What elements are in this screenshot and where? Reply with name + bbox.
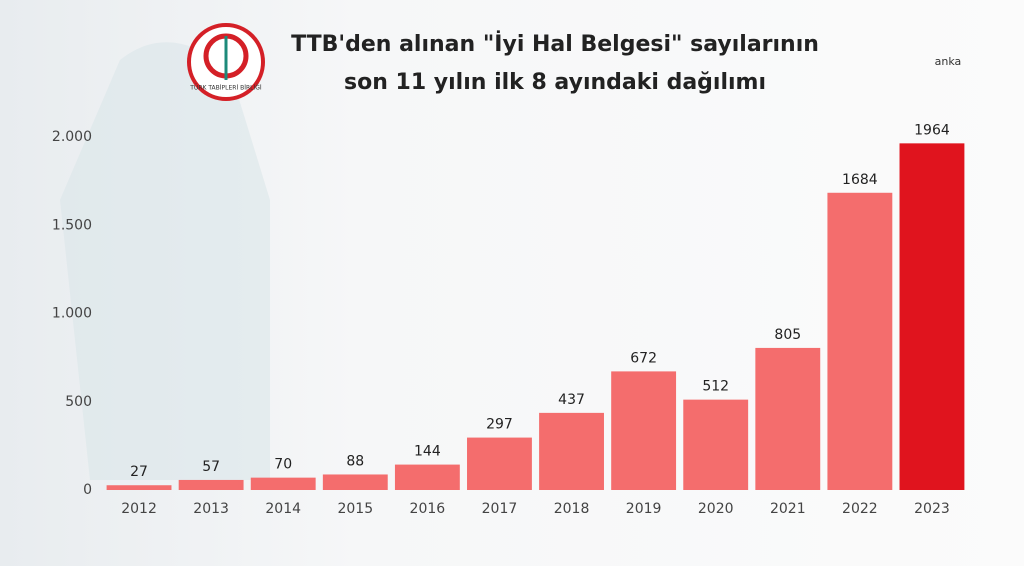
logo-text: TÜRK TABİPLERİ BİRLİĞİ bbox=[189, 85, 262, 92]
y-tick-label: 2.000 bbox=[52, 129, 92, 145]
value-label: 1684 bbox=[842, 172, 878, 188]
chart-title: TTB'den alınan "İyi Hal Belgesi" sayılar… bbox=[291, 31, 819, 57]
bar bbox=[178, 479, 244, 490]
x-tick-label: 2013 bbox=[193, 501, 229, 517]
value-label: 1964 bbox=[914, 122, 950, 138]
value-label: 297 bbox=[486, 417, 513, 433]
value-label: 88 bbox=[346, 453, 364, 469]
y-tick-label: 0 bbox=[83, 482, 92, 498]
value-label: 144 bbox=[414, 444, 441, 460]
value-label: 27 bbox=[130, 464, 148, 480]
bar bbox=[899, 143, 965, 490]
x-tick-label: 2018 bbox=[554, 501, 590, 517]
x-tick-label: 2020 bbox=[698, 501, 734, 517]
x-tick-label: 2019 bbox=[626, 501, 662, 517]
y-tick-label: 1.000 bbox=[52, 306, 92, 322]
value-label: 57 bbox=[202, 459, 220, 475]
bar bbox=[611, 371, 677, 490]
value-label: 512 bbox=[702, 379, 729, 395]
bar bbox=[683, 399, 749, 490]
value-label: 70 bbox=[274, 457, 292, 473]
background-figure bbox=[60, 42, 270, 480]
y-tick-label: 500 bbox=[65, 394, 92, 410]
chart-title: son 11 yılın ilk 8 ayındaki dağılımı bbox=[344, 70, 766, 95]
bar bbox=[827, 192, 893, 491]
bar bbox=[394, 464, 460, 490]
x-tick-label: 2014 bbox=[265, 501, 301, 517]
bar bbox=[106, 485, 172, 490]
value-label: 672 bbox=[630, 350, 657, 366]
x-tick-label: 2021 bbox=[770, 501, 806, 517]
x-tick-label: 2016 bbox=[410, 501, 446, 517]
logo: TÜRK TABİPLERİ BİRLİĞİ bbox=[187, 23, 265, 101]
watermark: anka bbox=[935, 55, 962, 68]
bar bbox=[250, 477, 316, 490]
x-tick-label: 2012 bbox=[121, 501, 157, 517]
bar bbox=[467, 437, 532, 490]
value-label: 805 bbox=[774, 327, 801, 343]
bar bbox=[539, 412, 604, 490]
x-tick-label: 2015 bbox=[337, 501, 373, 517]
y-tick-label: 1.500 bbox=[52, 217, 92, 233]
x-tick-label: 2017 bbox=[482, 501, 518, 517]
x-tick-label: 2023 bbox=[914, 501, 950, 517]
bar bbox=[322, 474, 388, 490]
x-tick-label: 2022 bbox=[842, 501, 878, 517]
value-label: 437 bbox=[558, 392, 585, 408]
bar bbox=[755, 347, 821, 490]
